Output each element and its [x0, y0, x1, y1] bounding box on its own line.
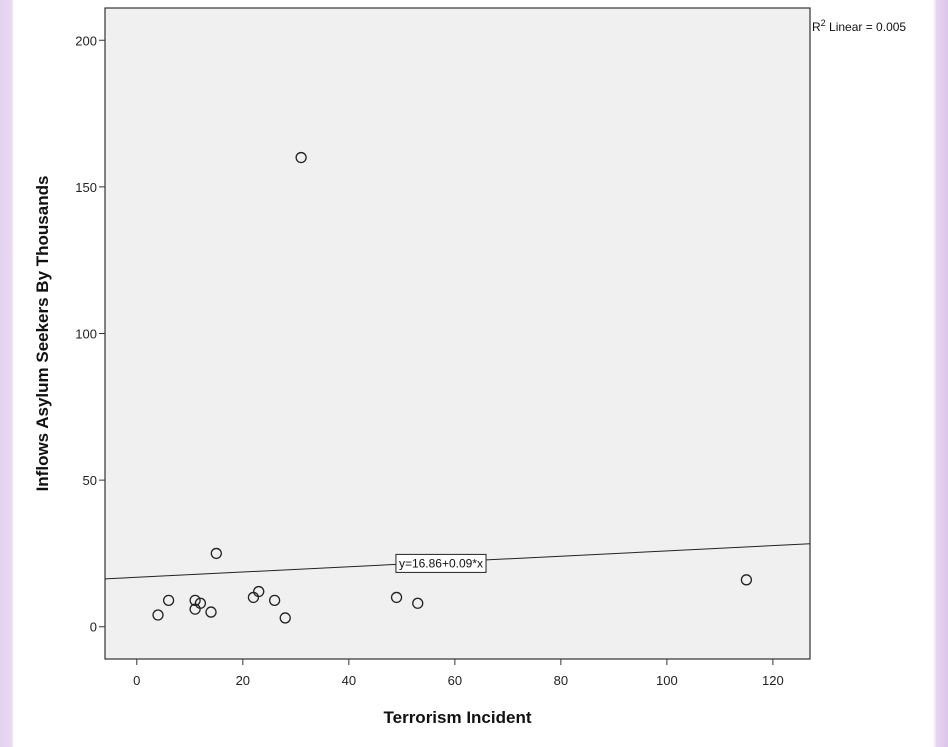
r2-annotation: R2 Linear = 0.005	[812, 18, 906, 34]
x-tick-label-2: 40	[342, 673, 356, 688]
r2-prefix: R	[812, 20, 821, 34]
x-tick-label-4: 80	[554, 673, 568, 688]
data-layer: y=16.86+0.09*x	[104, 151, 811, 624]
data-point-7	[205, 606, 217, 618]
data-point-11	[279, 612, 291, 624]
y-tick-label-2: 100	[75, 327, 97, 342]
plot-area	[104, 7, 811, 660]
data-point-4	[189, 594, 201, 607]
x-tick-label-3: 60	[448, 673, 462, 688]
x-tick-label-5: 100	[656, 673, 678, 688]
x-tick-label-6: 120	[762, 673, 784, 688]
x-tick-label-0: 0	[133, 673, 140, 688]
y-tick-label-3: 150	[75, 180, 97, 195]
x-tick-label-1: 20	[236, 673, 250, 688]
y-tick-label-4: 200	[75, 33, 97, 48]
data-point-13	[412, 597, 424, 609]
data-point-10	[268, 594, 281, 607]
data-point-3	[162, 594, 175, 607]
y-axis-title: Inflows Asylum Seekers By Thousands	[33, 176, 52, 492]
fit-label-box	[395, 553, 487, 573]
r2-value: Linear = 0.005	[826, 20, 907, 34]
x-axis: 0 20 40 60 80 100 120	[133, 659, 784, 688]
y-tick-label-1: 50	[83, 473, 97, 488]
x-axis-title: Terrorism Incident	[384, 708, 532, 727]
data-point-6	[194, 597, 207, 609]
data-point-9	[253, 585, 265, 598]
r2-label: R2 Linear = 0.005	[812, 18, 906, 34]
y-tick-label-0: 0	[90, 620, 97, 635]
y-axis: 0 50 100 150 200	[75, 33, 105, 635]
data-point-2	[152, 609, 164, 621]
data-point-0	[295, 151, 307, 164]
data-point-12	[390, 591, 403, 604]
fit-label-text: y=16.86+0.09*x	[399, 556, 483, 570]
data-point-1	[210, 547, 222, 560]
data-point-14	[740, 574, 753, 586]
r2-superscript: 2	[821, 18, 826, 28]
fit-label: y=16.86+0.09*x	[395, 553, 487, 573]
